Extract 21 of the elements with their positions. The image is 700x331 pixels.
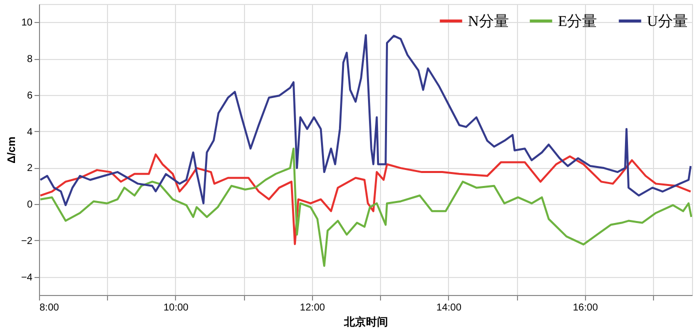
line-series bbox=[39, 34, 692, 206]
y-tick-label: 6 bbox=[26, 90, 33, 102]
y-tick-label: 10 bbox=[21, 18, 33, 29]
x-tick-label: 10:00 bbox=[163, 302, 189, 314]
y-tick-label: 0 bbox=[26, 200, 33, 211]
line-series bbox=[39, 153, 692, 246]
x-axis-title: 北京时间 bbox=[343, 316, 388, 328]
y-tick-label: 8 bbox=[26, 54, 33, 66]
legend-label: N分量 bbox=[468, 13, 509, 30]
y-tick-label: 2 bbox=[26, 163, 33, 174]
y-tick-label: 4 bbox=[26, 126, 33, 138]
x-tick-label: 14:00 bbox=[436, 302, 462, 314]
y-tick-label: −4 bbox=[21, 272, 33, 284]
line-series bbox=[39, 148, 692, 267]
x-tick-label: 16:00 bbox=[572, 302, 598, 314]
x-tick-label: 8:00 bbox=[40, 302, 60, 314]
y-axis-title: Δ/cm bbox=[6, 136, 18, 164]
y-tick-label: −2 bbox=[21, 236, 33, 247]
legend-label: E分量 bbox=[558, 13, 598, 30]
legend-label: U分量 bbox=[647, 13, 688, 30]
x-tick-label: 12:00 bbox=[300, 302, 326, 314]
